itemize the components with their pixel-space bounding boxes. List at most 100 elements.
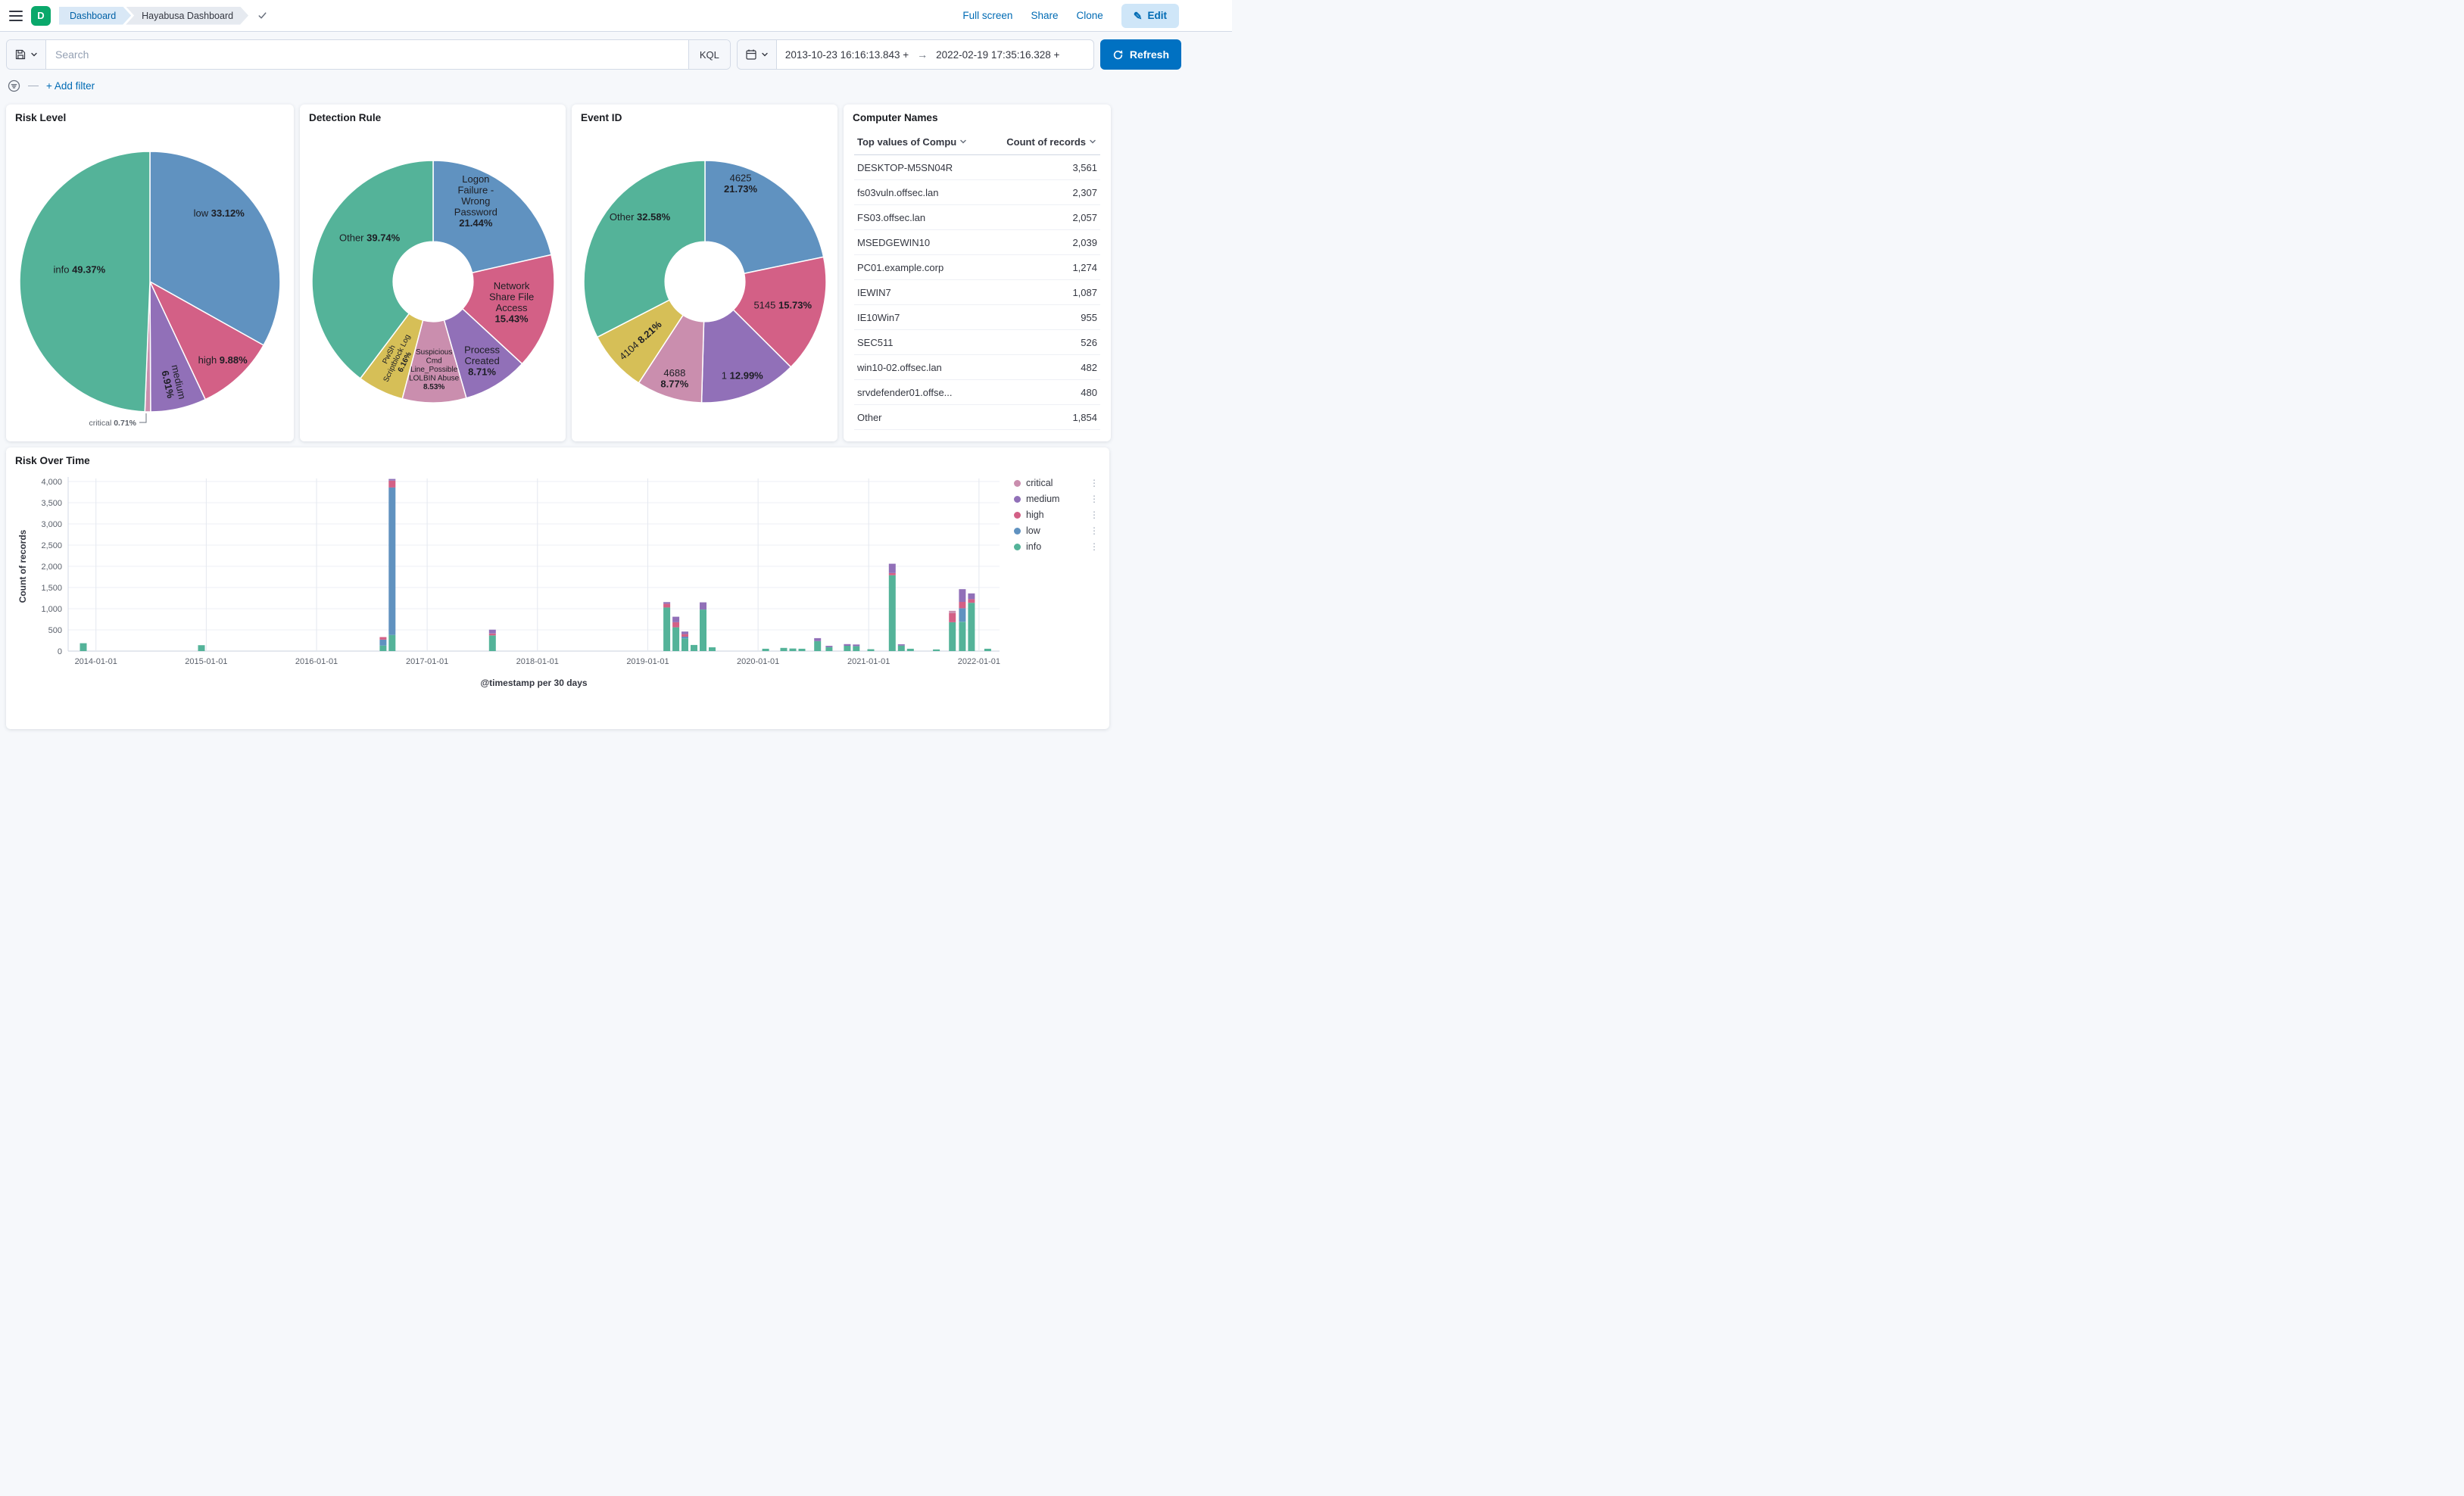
bar-segment-info[interactable] [949,622,956,651]
bar-segment-high[interactable] [681,634,688,637]
pie-slice[interactable] [432,160,552,274]
bar-segment-info[interactable] [897,645,905,651]
pie-slice[interactable] [700,309,792,404]
bar-segment-low[interactable] [388,487,396,635]
breadcrumb-dashboard[interactable]: Dashboard [59,7,131,25]
bar-segment-info[interactable] [888,575,896,651]
bar-segment-info[interactable] [867,649,875,652]
bar-segment-medium[interactable] [853,644,860,647]
table-row[interactable]: PC01.example.corp 1,274 [854,254,1100,280]
breadcrumb-current[interactable]: Hayabusa Dashboard [126,7,248,25]
bar-segment-info[interactable] [814,640,822,651]
bar-segment-high[interactable] [672,622,680,628]
saved-query-menu-button[interactable] [7,40,46,69]
bar-segment-high[interactable] [968,599,975,603]
pie-slice[interactable] [148,280,265,400]
bar-segment-medium[interactable] [814,637,822,641]
pie-slice[interactable] [149,151,281,347]
bar-segment-info[interactable] [906,648,914,651]
legend-actions-icon[interactable]: ⋮ [1090,478,1099,488]
legend-item-critical[interactable]: critical ⋮ [1014,478,1099,488]
bar-segment-high[interactable] [888,573,896,575]
bar-segment-info[interactable] [709,647,716,651]
table-row[interactable]: win10-02.offsec.lan 482 [854,354,1100,380]
legend-actions-icon[interactable]: ⋮ [1090,494,1099,504]
bar-segment-medium[interactable] [897,644,905,646]
bar-segment-info[interactable] [825,647,833,651]
bar-segment-info[interactable] [853,646,860,651]
table-row[interactable]: IEWIN7 1,087 [854,279,1100,305]
bar-segment-low[interactable] [681,637,688,639]
column-header[interactable]: Count of records [988,129,1100,155]
bar-segment-info[interactable] [700,609,706,651]
bar-segment-high[interactable] [949,612,956,622]
bar-segment-info[interactable] [933,649,940,651]
bar-segment-critical[interactable] [949,610,956,613]
legend-item-high[interactable]: high ⋮ [1014,510,1099,520]
bar-segment-info[interactable] [968,603,975,651]
legend-actions-icon[interactable]: ⋮ [1090,525,1099,536]
bar-segment-info[interactable] [663,607,671,651]
table-row[interactable]: FS03.offsec.lan 2,057 [854,204,1100,230]
bar-segment-info[interactable] [844,646,851,651]
menu-icon[interactable] [9,10,23,21]
bar-segment-info[interactable] [379,645,387,651]
date-picker-menu-button[interactable] [737,40,777,69]
bar-segment-info[interactable] [198,645,205,651]
refresh-button[interactable]: Refresh [1099,39,1181,70]
clone-link[interactable]: Clone [1076,10,1103,21]
kql-toggle[interactable]: KQL [688,40,730,69]
table-row[interactable]: MSEDGEWIN10 2,039 [854,229,1100,255]
bar-segment-high[interactable] [388,480,396,488]
table-row[interactable]: SEC511 526 [854,329,1100,355]
bar-segment-high[interactable] [379,637,387,640]
bar-segment-info[interactable] [798,648,806,651]
bar-segment-low[interactable] [959,608,966,622]
bar-segment-medium[interactable] [968,593,975,600]
bar-segment-info[interactable] [780,647,788,651]
table-row[interactable]: Other 1,854 [854,404,1100,430]
check-icon[interactable] [257,10,268,21]
pie-slice[interactable] [310,160,434,379]
bar-segment-high[interactable] [959,602,966,609]
date-from[interactable]: 2013-10-23 16:16:13.843 + [777,40,917,69]
full-screen-link[interactable]: Full screen [962,10,1013,21]
table-row[interactable]: srvdefender01.offse... 480 [854,379,1100,405]
bar-segment-info[interactable] [959,622,966,651]
bar-segment-info[interactable] [672,627,680,651]
add-filter-link[interactable]: + Add filter [46,79,95,92]
edit-button[interactable]: ✎ Edit [1121,3,1179,28]
bar-segment-medium[interactable] [700,602,706,610]
bar-segment-info[interactable] [691,644,697,651]
space-avatar[interactable]: D [31,5,51,26]
legend-item-info[interactable]: info ⋮ [1014,541,1099,552]
bar-segment-info[interactable] [388,634,396,651]
share-link[interactable]: Share [1031,10,1059,21]
legend-item-low[interactable]: low ⋮ [1014,525,1099,536]
legend-actions-icon[interactable]: ⋮ [1090,541,1099,552]
bar-segment-info[interactable] [488,635,496,651]
pie-slice[interactable] [703,160,825,275]
bar-segment-medium[interactable] [672,616,680,622]
bar-segment-info[interactable] [762,648,769,651]
search-input[interactable] [46,40,688,69]
bar-segment-medium[interactable] [388,478,396,481]
bar-segment-medium[interactable] [663,602,671,604]
legend-actions-icon[interactable]: ⋮ [1090,510,1099,520]
table-row[interactable]: fs03vuln.offsec.lan 2,307 [854,179,1100,205]
pie-slice[interactable] [461,254,555,365]
bar-segment-info[interactable] [681,638,688,651]
bar-segment-medium[interactable] [844,644,851,646]
table-row[interactable]: DESKTOP-M5SN04R 3,561 [854,154,1100,180]
legend-item-medium[interactable]: medium ⋮ [1014,494,1099,504]
bar-segment-info[interactable] [789,648,797,651]
bar-segment-medium[interactable] [825,646,833,647]
bar-segment-high[interactable] [488,633,496,636]
pie-slice[interactable] [19,151,151,413]
pie-slice[interactable] [582,160,706,338]
bar-segment-medium[interactable] [888,563,896,573]
bar-segment-high[interactable] [663,603,671,608]
column-header[interactable]: Top values of Compu [854,129,989,155]
date-to[interactable]: 2022-02-19 17:35:16.328 + [928,40,1068,69]
pie-slice[interactable] [731,256,827,368]
